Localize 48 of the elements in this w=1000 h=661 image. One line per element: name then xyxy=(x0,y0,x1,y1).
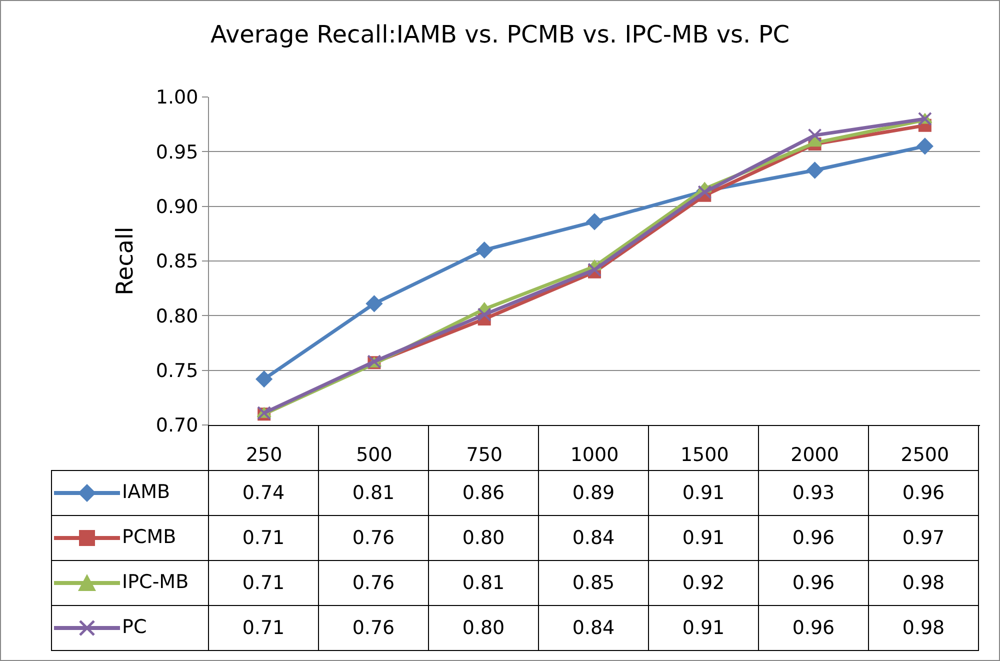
data-label: 0.93 xyxy=(758,470,868,516)
data-label: 0.74 xyxy=(208,470,318,516)
x-tick-label: 2500 xyxy=(900,444,950,466)
data-label: 0.76 xyxy=(318,560,428,606)
data-label: 0.89 xyxy=(538,470,648,516)
x-tick-label: 500 xyxy=(356,444,392,466)
x-tick-label: 1000 xyxy=(570,444,619,466)
legend-label: PCMB xyxy=(122,526,176,548)
data-label: 0.71 xyxy=(208,606,318,650)
data-label: 0.91 xyxy=(648,516,758,560)
y-tick-label: 0.80 xyxy=(156,305,198,328)
data-label: 0.91 xyxy=(648,470,758,516)
data-label: 0.85 xyxy=(538,560,648,606)
data-label: 0.71 xyxy=(208,560,318,606)
data-label: 0.91 xyxy=(648,606,758,650)
data-label: 0.98 xyxy=(868,560,978,606)
data-label: 0.71 xyxy=(208,516,318,560)
data-label: 0.84 xyxy=(538,516,648,560)
data-label: 0.96 xyxy=(758,560,868,606)
data-label: 0.81 xyxy=(428,560,538,606)
x-tick-label: 2000 xyxy=(790,444,839,466)
data-label: 0.98 xyxy=(868,606,978,650)
data-label: 0.97 xyxy=(868,516,978,560)
data-label: 0.96 xyxy=(868,470,978,516)
y-tick-label: 0.70 xyxy=(156,414,198,437)
y-tick-label: 1.00 xyxy=(156,86,198,109)
y-tick-label: 0.85 xyxy=(156,250,198,273)
y-tick-label: 0.75 xyxy=(156,360,198,382)
data-label: 0.81 xyxy=(318,470,428,516)
data-label: 0.76 xyxy=(318,516,428,560)
x-tick-label: 250 xyxy=(246,444,282,466)
data-label: 0.80 xyxy=(428,606,538,650)
data-label: 0.84 xyxy=(538,606,648,650)
y-tick-label: 0.90 xyxy=(156,196,198,218)
data-label: 0.96 xyxy=(758,606,868,650)
y-tick-label: 0.95 xyxy=(156,141,198,164)
data-label: 0.86 xyxy=(428,470,538,516)
data-label: 0.96 xyxy=(758,516,868,560)
legend-label: IAMB xyxy=(122,481,170,504)
x-tick-label: 1500 xyxy=(680,444,729,466)
data-label: 0.80 xyxy=(428,516,538,560)
y-axis-title: Recall xyxy=(112,226,138,296)
legend-label: IPC-MB xyxy=(122,571,189,594)
data-label: 0.76 xyxy=(318,606,428,650)
x-tick-label: 750 xyxy=(466,444,502,466)
chart-title: Average Recall:IAMB vs. PCMB vs. IPC-MB vs. PC xyxy=(210,20,790,48)
legend-label: PC xyxy=(122,616,147,638)
data-label: 0.92 xyxy=(648,560,758,606)
